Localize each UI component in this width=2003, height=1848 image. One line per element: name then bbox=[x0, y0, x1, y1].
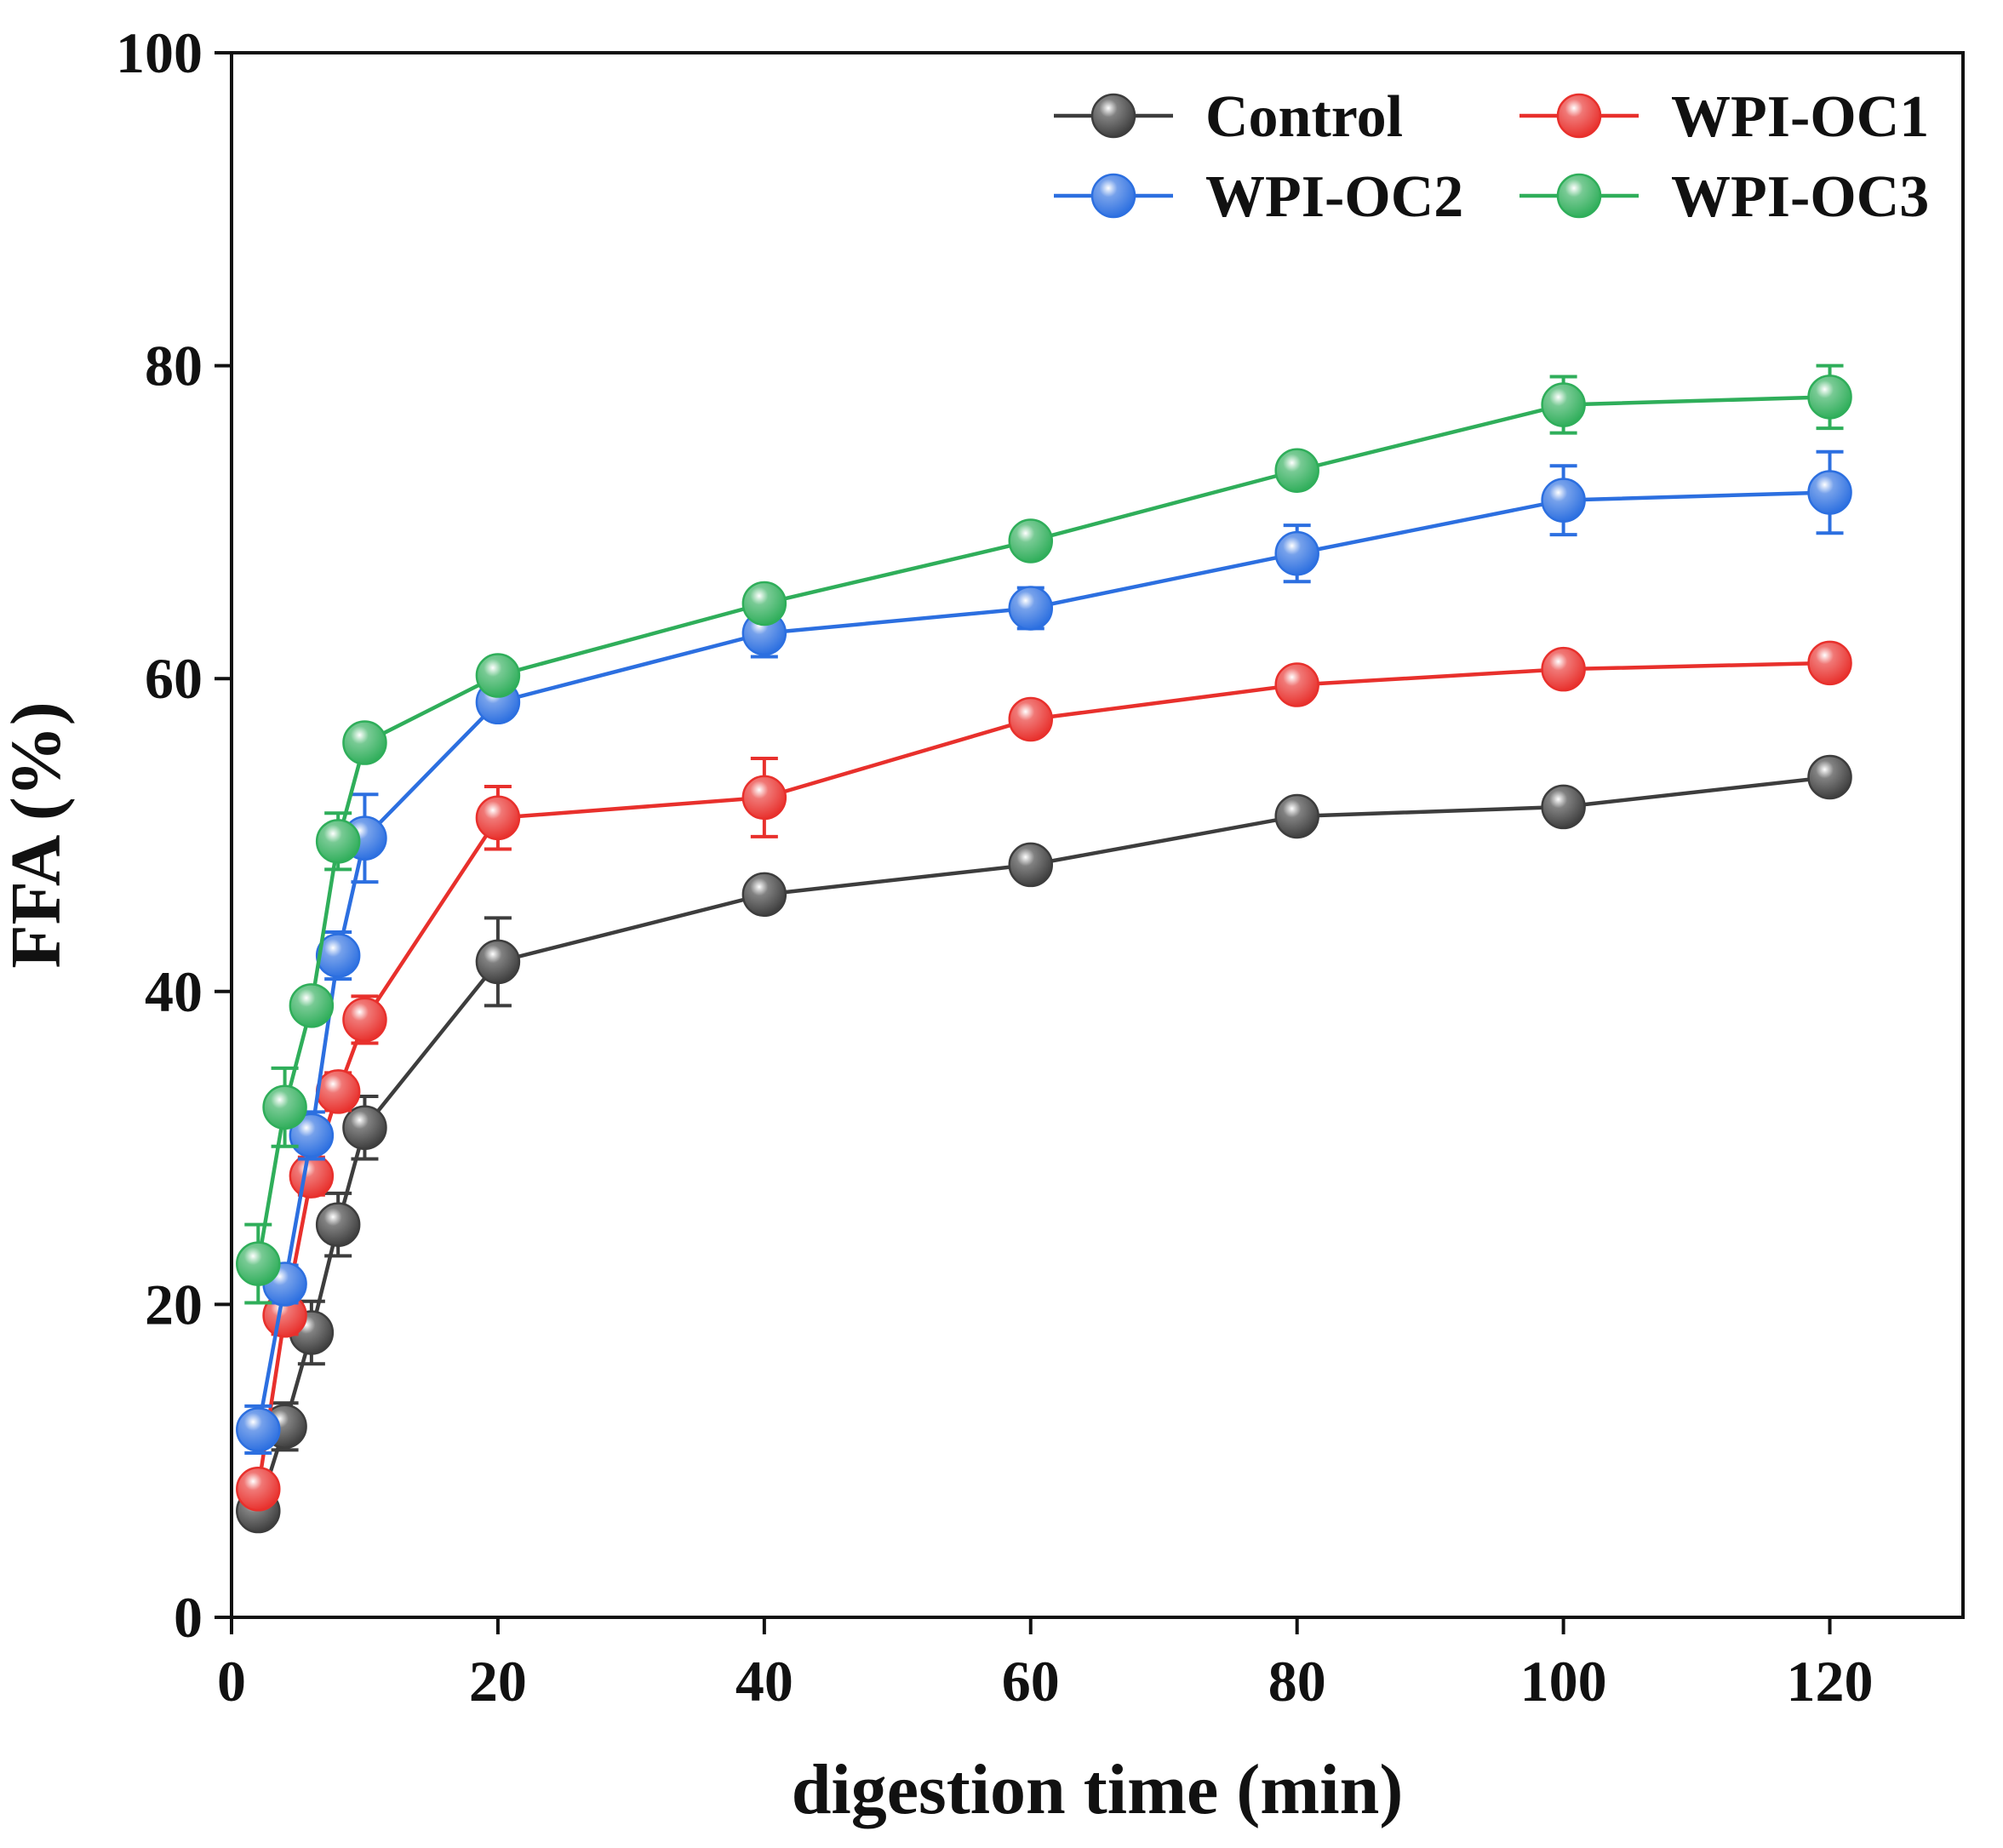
data-point bbox=[1541, 478, 1586, 523]
data-point bbox=[315, 933, 361, 978]
legend-label: WPI-OC2 bbox=[1205, 164, 1463, 230]
legend-label: WPI-OC1 bbox=[1671, 84, 1929, 150]
series-line bbox=[256, 775, 1830, 1512]
legend: Control WPI-OC1 WPI-OC2 WPI-OC3 bbox=[1054, 84, 1929, 230]
x-tick-label: 40 bbox=[735, 1649, 793, 1714]
data-point bbox=[315, 819, 361, 864]
data-point bbox=[475, 939, 521, 985]
axes: 0 20 40 60 80 100 120 0 20 40 60 80 100 digestion tim… bbox=[0, 20, 1965, 1829]
data-point bbox=[475, 653, 521, 698]
data-point bbox=[236, 1467, 281, 1512]
data-point bbox=[236, 1407, 281, 1452]
x-tick-label: 120 bbox=[1787, 1649, 1874, 1714]
data-point bbox=[1541, 646, 1586, 692]
y-tick-label: 100 bbox=[116, 20, 203, 85]
series-wpi-oc1 bbox=[236, 640, 1852, 1512]
plot-frame bbox=[230, 51, 1965, 1619]
data-point bbox=[289, 983, 335, 1028]
data-point bbox=[1807, 640, 1852, 686]
data-point bbox=[1274, 793, 1319, 839]
x-tick-label: 60 bbox=[1002, 1649, 1060, 1714]
data-point bbox=[1008, 842, 1054, 888]
x-tick-label: 80 bbox=[1268, 1649, 1326, 1714]
y-axis-title: FFA (%) bbox=[0, 701, 76, 968]
legend-item-wpi-oc2: WPI-OC2 bbox=[1054, 164, 1463, 230]
y-tick-label: 40 bbox=[145, 959, 203, 1024]
data-point bbox=[1008, 696, 1054, 742]
y-tick-label: 60 bbox=[145, 646, 203, 711]
legend-item-wpi-oc1: WPI-OC1 bbox=[1519, 84, 1929, 150]
data-point bbox=[342, 720, 387, 765]
data-point bbox=[236, 1241, 281, 1286]
data-point bbox=[741, 581, 787, 626]
data-point bbox=[1008, 518, 1054, 564]
x-tick-label: 20 bbox=[469, 1649, 527, 1714]
data-point bbox=[1274, 448, 1319, 493]
x-tick-label: 0 bbox=[217, 1649, 246, 1714]
y-tick-label: 0 bbox=[174, 1585, 203, 1650]
data-point bbox=[1541, 784, 1586, 830]
data-point bbox=[315, 1069, 361, 1114]
data-point bbox=[342, 1105, 387, 1150]
legend-marker bbox=[1090, 173, 1136, 219]
series-wpi-oc3 bbox=[236, 363, 1852, 1305]
data-point bbox=[1541, 382, 1586, 427]
legend-item-control: Control bbox=[1054, 84, 1403, 150]
data-point bbox=[475, 795, 521, 841]
data-point bbox=[289, 1153, 335, 1199]
data-point bbox=[1274, 530, 1319, 576]
data-point bbox=[1807, 375, 1852, 420]
data-point bbox=[289, 1113, 335, 1159]
legend-marker bbox=[1556, 173, 1602, 219]
data-point bbox=[262, 1084, 307, 1130]
data-point bbox=[1807, 470, 1852, 515]
legend-marker bbox=[1090, 93, 1136, 139]
x-axis-title: digestion time (min) bbox=[792, 1750, 1404, 1829]
legend-marker bbox=[1556, 93, 1602, 139]
x-tick-label: 100 bbox=[1520, 1649, 1607, 1714]
y-tick-label: 80 bbox=[145, 334, 203, 398]
legend-label: WPI-OC3 bbox=[1671, 164, 1929, 230]
data-point bbox=[1274, 662, 1319, 707]
data-point bbox=[342, 997, 387, 1043]
series-control bbox=[236, 754, 1852, 1534]
data-point bbox=[1807, 754, 1852, 800]
data-point bbox=[741, 872, 787, 918]
legend-item-wpi-oc3: WPI-OC3 bbox=[1519, 164, 1929, 230]
series-group bbox=[236, 363, 1852, 1534]
data-point bbox=[1008, 586, 1054, 631]
legend-label: Control bbox=[1205, 84, 1403, 150]
data-point bbox=[315, 1202, 361, 1247]
series-wpi-oc2 bbox=[236, 449, 1852, 1456]
data-point bbox=[741, 775, 787, 821]
y-tick-label: 20 bbox=[145, 1272, 203, 1336]
